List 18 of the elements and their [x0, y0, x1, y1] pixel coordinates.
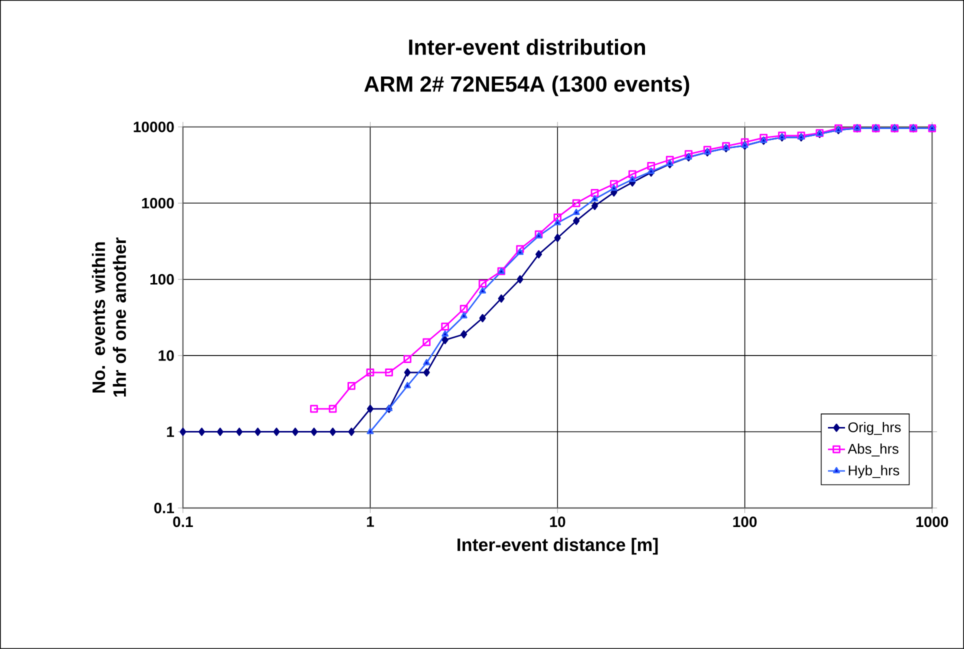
- y-tick-label: 100: [150, 274, 174, 285]
- y-tick-label: 0.1: [154, 502, 174, 514]
- legend-label: Abs_hrs: [848, 444, 898, 456]
- y-tick-label: 10: [158, 350, 174, 361]
- x-axis-title: Inter-event distance [m]: [458, 538, 658, 555]
- y-tick-label: 1: [167, 426, 174, 437]
- legend-label: Orig_hrs: [848, 422, 901, 435]
- legend-label: Hyb_hrs: [848, 465, 900, 478]
- x-tick-label: 100: [733, 516, 757, 528]
- y-tick-label: 10000: [134, 122, 174, 132]
- x-tick-label: 1000: [916, 516, 948, 528]
- chart-subtitle: ARM 2# 72NE54A (1300 events): [364, 76, 690, 96]
- chart-title: Inter-event distribution: [409, 38, 646, 55]
- y-tick-label: 1000: [142, 198, 174, 208]
- x-tick-label: 0.1: [173, 516, 193, 528]
- x-tick-label: 10: [550, 516, 566, 528]
- y-axis-title: No. events within 1hr of one another: [92, 238, 126, 397]
- x-tick-label: 1: [367, 516, 374, 527]
